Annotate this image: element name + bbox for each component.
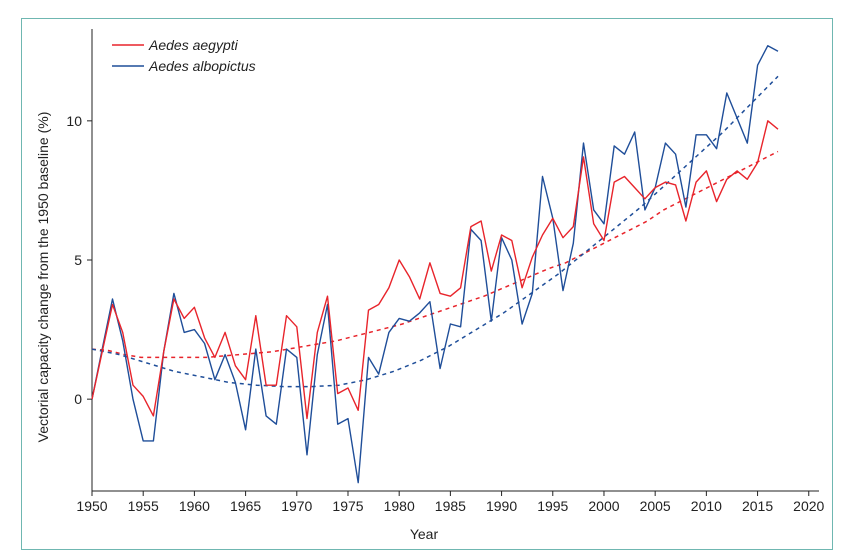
x-tick-label: 1950 (76, 498, 107, 514)
legend-label-1: Aedes albopictus (148, 58, 256, 74)
legend: Aedes aegypti Aedes albopictus (112, 37, 256, 74)
y-tick-label: 10 (66, 113, 82, 129)
line-chart: 1950 1955 1960 1965 1970 1975 1980 1985 1990 1995… (35, 29, 825, 542)
x-tick-label: 1995 (537, 498, 568, 514)
series-lines (91, 45, 779, 484)
series-line-aegypti (91, 120, 779, 420)
x-tick-label: 1955 (128, 498, 159, 514)
x-tick-label: 1985 (435, 498, 466, 514)
x-tick-label: 1990 (486, 498, 517, 514)
chart-frame: 1950 1955 1960 1965 1970 1975 1980 1985 1990 1995… (21, 18, 833, 550)
x-tick-label: 1980 (384, 498, 415, 514)
y-axis-label: Vectorial capacity change from the 1950 … (35, 112, 51, 443)
axes: 1950 1955 1960 1965 1970 1975 1980 1985 1990 1995… (66, 29, 825, 514)
x-tick-label: 2015 (742, 498, 773, 514)
x-tick-label: 2010 (691, 498, 722, 514)
trend-line-aegypti (91, 150, 779, 359)
x-tick-label: 1970 (281, 498, 312, 514)
x-axis-label: Year (410, 526, 439, 542)
legend-label-0: Aedes aegypti (148, 37, 239, 53)
x-tick-label: 1960 (179, 498, 210, 514)
x-tick-label: 1965 (230, 498, 261, 514)
trend-line-albopictus (91, 75, 779, 388)
x-tick-label: 1975 (332, 498, 363, 514)
x-tick-label: 2000 (588, 498, 619, 514)
y-tick-label: 0 (74, 391, 82, 407)
x-tick-label: 2005 (640, 498, 671, 514)
series-line-albopictus (91, 45, 779, 484)
y-tick-label: 5 (74, 252, 82, 268)
x-tick-label: 2020 (793, 498, 824, 514)
trend-lines (91, 75, 779, 388)
